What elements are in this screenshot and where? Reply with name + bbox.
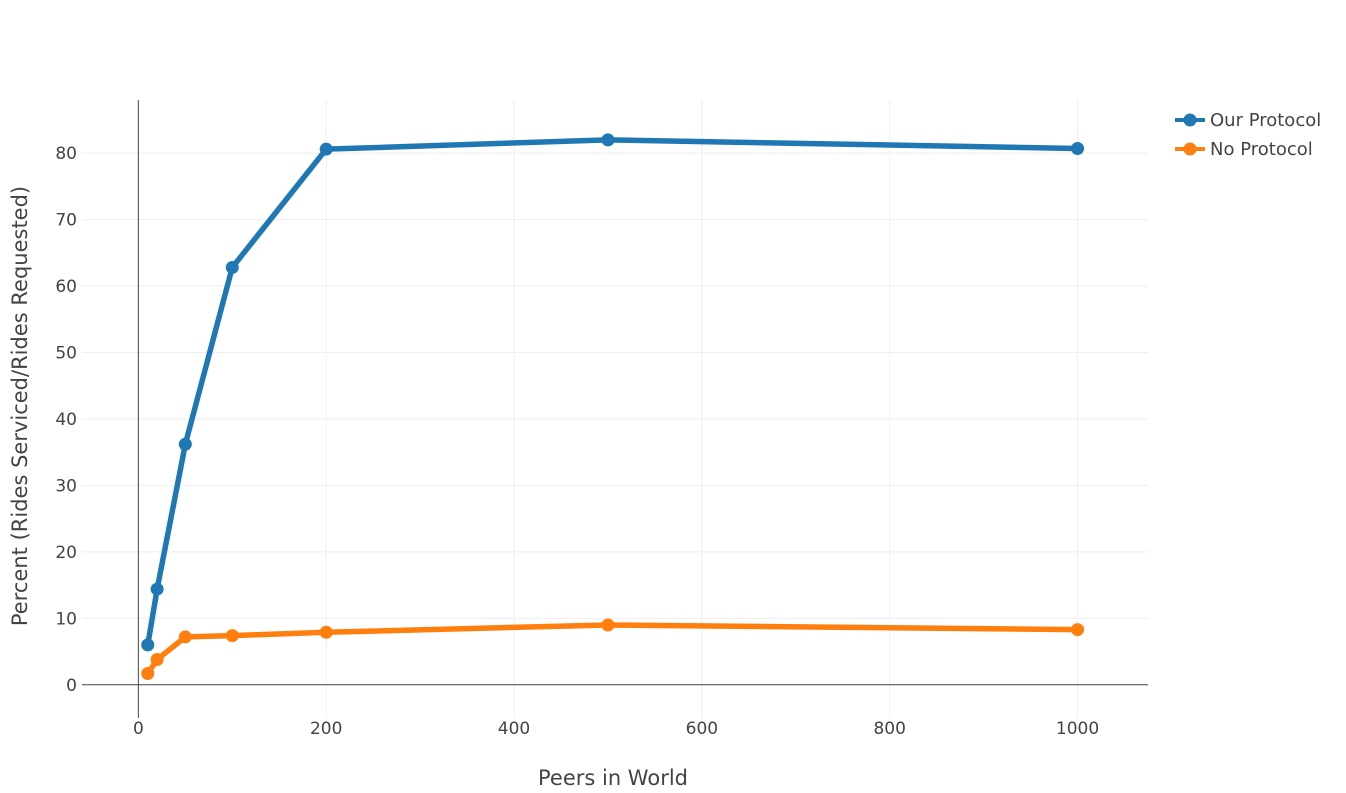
x-tick-label: 1000 [1056,719,1099,739]
data-point[interactable] [1071,623,1085,637]
x-tick-labels: 0 200 400 600 800 1000 [133,719,1099,739]
y-tick-label: 70 [55,211,77,231]
x-axis-title: Peers in World [538,766,688,790]
legend-label-our-protocol: Our Protocol [1210,110,1321,131]
series-no-protocol [141,618,1085,680]
data-point[interactable] [178,630,192,644]
x-tick-label: 0 [133,719,144,739]
legend-swatch-marker [1183,113,1197,127]
y-tick-label: 0 [66,676,77,696]
series-line [144,137,1081,648]
x-tick-label: 800 [873,719,905,739]
x-tick-label: 600 [686,719,718,739]
data-point[interactable] [319,625,333,639]
legend-swatch-marker [1183,142,1197,156]
legend-label-no-protocol: No Protocol [1210,139,1313,160]
data-point[interactable] [319,142,333,156]
y-tick-label: 40 [55,410,77,430]
data-point[interactable] [150,653,164,667]
data-point[interactable] [601,133,615,147]
data-point[interactable] [225,629,239,643]
series [141,133,1085,680]
y-tick-label: 60 [55,277,77,297]
y-tick-label: 10 [55,609,77,629]
data-point[interactable] [150,582,164,596]
data-point[interactable] [601,618,615,632]
y-tick-label: 50 [55,344,77,364]
series-line [144,622,1081,677]
y-axis-title: Percent (Rides Serviced/Rides Requested) [8,186,32,626]
legend-item-our-protocol[interactable]: Our Protocol [1175,110,1321,131]
x-tick-label: 200 [310,719,342,739]
y-tick-label: 80 [55,144,77,164]
data-point[interactable] [1071,142,1085,156]
y-tick-label: 20 [55,543,77,563]
x-tick-label: 400 [498,719,530,739]
legend[interactable]: Our Protocol No Protocol [1175,110,1321,160]
legend-item-no-protocol[interactable]: No Protocol [1175,139,1313,160]
y-tick-label: 30 [55,476,77,496]
data-point[interactable] [141,666,155,680]
data-point[interactable] [178,437,192,451]
axes [82,100,1148,718]
series-our-protocol [141,133,1085,652]
y-tick-labels: 0 10 20 30 40 50 60 70 80 [55,144,77,696]
grid [82,100,1148,718]
data-point[interactable] [225,260,239,274]
data-point[interactable] [141,638,155,652]
